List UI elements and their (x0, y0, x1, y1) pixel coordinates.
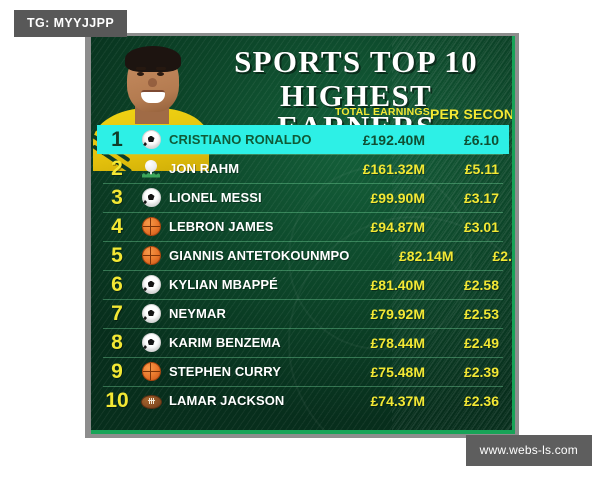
site-watermark: www.webs-ls.com (465, 435, 592, 466)
rank-number: 8 (111, 330, 123, 354)
sport-icon-cell (137, 130, 165, 149)
rank-number: 1 (111, 127, 123, 151)
basketball-icon (141, 362, 161, 381)
rank-number: 2 (111, 156, 123, 180)
american-football-icon (140, 394, 162, 409)
golf-ball-icon (142, 159, 160, 178)
per-second-value: £2.49 (463, 334, 499, 351)
table-row: 9 STEPHEN CURRY £75.48M £2.39 (97, 357, 509, 386)
per-second-value: £2.53 (463, 305, 499, 322)
athlete-name: NEYMAR (169, 306, 226, 321)
athlete-name: KYLIAN MBAPPÉ (169, 277, 278, 292)
sport-icon-cell (137, 246, 165, 265)
total-earnings-value: £99.90M (370, 189, 425, 206)
rank-number: 4 (111, 214, 123, 238)
table-row: 6 KYLIAN MBAPPÉ £81.40M £2.58 (97, 270, 509, 299)
column-headers: TOTAL EARNINGS PER SECOND (335, 106, 515, 122)
athlete-name: LAMAR JACKSON (169, 393, 285, 408)
total-earnings-value: £78.44M (370, 334, 425, 351)
eye-shape (137, 72, 144, 76)
soccer-ball-icon (141, 275, 161, 294)
table-row: 5 GIANNIS ANTETOKOUNMPO £82.14M £2.60 (97, 241, 512, 270)
athlete-name: STEPHEN CURRY (169, 364, 282, 379)
hair-shape (125, 46, 181, 72)
sport-icon-cell (137, 304, 165, 323)
sport-icon-cell (137, 188, 165, 207)
title-line-1: SPORTS TOP 10 (234, 44, 478, 79)
eye-shape (157, 72, 164, 76)
infographic-poster: SPORTS TOP 10 HIGHEST EARNERS TOTAL EARN… (91, 36, 515, 434)
rank-number: 10 (105, 388, 129, 412)
table-row: 10 LAMAR JACKSON £74.37M £2.36 (97, 386, 509, 415)
rank-number: 9 (111, 359, 123, 383)
table-row: 2 JON RAHM £161.32M £5.11 (97, 154, 509, 183)
rank-number: 3 (111, 185, 123, 209)
sport-icon-cell (137, 217, 165, 236)
golf-ball-shape (145, 159, 157, 172)
athlete-name: LEBRON JAMES (169, 219, 274, 234)
total-earnings-value: £82.14M (399, 247, 454, 264)
soccer-ball-icon (141, 188, 161, 207)
sport-icon-cell (137, 275, 165, 294)
eyebrow-shape (136, 67, 146, 70)
column-header-total-earnings: TOTAL EARNINGS (335, 106, 430, 118)
per-second-value: £2.58 (463, 276, 499, 293)
athlete-name: LIONEL MESSI (169, 190, 262, 205)
table-row: 7 NEYMAR £79.92M £2.53 (97, 299, 509, 328)
total-earnings-value: £75.48M (370, 363, 425, 380)
nose-shape (148, 78, 157, 87)
athlete-name: KARIM BENZEMA (169, 335, 281, 350)
rank-number: 7 (111, 301, 123, 325)
soccer-ball-icon (141, 333, 161, 352)
total-earnings-value: £192.40M (362, 131, 425, 148)
total-earnings-value: £94.87M (370, 218, 425, 235)
ranking-list: 1 CRISTIANO RONALDO £192.40M £6.10 2 JON… (97, 125, 512, 415)
athlete-name: CRISTIANO RONALDO (169, 132, 312, 147)
golf-tee-shape (150, 169, 152, 175)
column-header-per-second: PER SECOND (429, 106, 515, 122)
table-row: 1 CRISTIANO RONALDO £192.40M £6.10 (97, 125, 509, 154)
mouth-shape (141, 90, 165, 103)
rank-number: 6 (111, 272, 123, 296)
table-row: 4 LEBRON JAMES £94.87M £3.01 (97, 212, 509, 241)
athlete-name: JON RAHM (169, 161, 240, 176)
soccer-ball-icon (141, 130, 161, 149)
sport-icon-cell (137, 362, 165, 381)
total-earnings-value: £74.37M (370, 392, 425, 409)
total-earnings-value: £161.32M (362, 160, 425, 177)
sport-icon-cell (137, 159, 165, 178)
per-second-value: £6.10 (463, 131, 499, 148)
telegram-tag: TG: MYYJJPP (14, 10, 128, 37)
per-second-value: £3.01 (463, 218, 499, 235)
sport-icon-cell (137, 333, 165, 352)
table-row: 3 LIONEL MESSI £99.90M £3.17 (97, 183, 509, 212)
sport-icon-cell (137, 393, 165, 409)
per-second-value: £2.36 (463, 392, 499, 409)
athlete-name: GIANNIS ANTETOKOUNMPO (169, 248, 350, 263)
soccer-ball-icon (141, 304, 161, 323)
per-second-value: £2.60 (492, 247, 512, 264)
rank-number: 5 (111, 243, 123, 267)
per-second-value: £2.39 (463, 363, 499, 380)
total-earnings-value: £79.92M (370, 305, 425, 322)
per-second-value: £3.17 (463, 189, 499, 206)
basketball-icon (141, 217, 161, 236)
table-row: 8 KARIM BENZEMA £78.44M £2.49 (97, 328, 509, 357)
basketball-icon (141, 246, 161, 265)
eyebrow-shape (156, 67, 166, 70)
total-earnings-value: £81.40M (370, 276, 425, 293)
per-second-value: £5.11 (464, 160, 499, 177)
grass-shape (142, 172, 160, 178)
